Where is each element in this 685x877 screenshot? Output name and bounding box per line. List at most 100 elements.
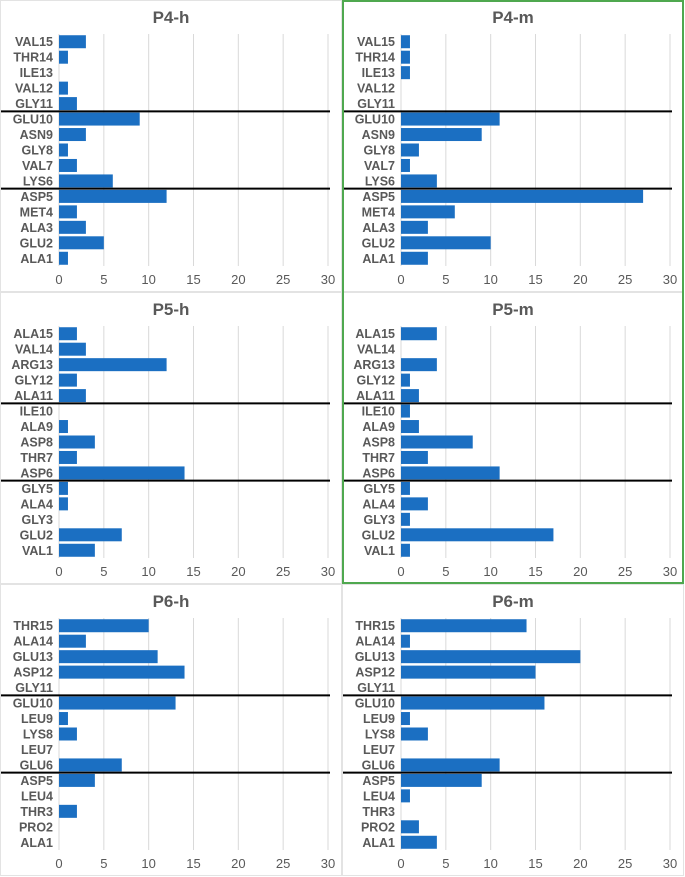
category-label: LEU4	[21, 789, 53, 803]
bar-gly8	[59, 143, 68, 157]
category-label: LEU7	[363, 743, 395, 757]
bar-ala14	[59, 634, 86, 648]
category-label: GLU2	[20, 236, 53, 250]
x-tick-label: 0	[397, 272, 404, 287]
x-tick-label: 15	[186, 856, 200, 871]
chart-title: P4-h	[153, 8, 190, 27]
category-label: THR7	[20, 451, 53, 465]
category-label: GLY5	[21, 482, 53, 496]
category-label: GLU2	[362, 236, 395, 250]
bar-glu13	[401, 650, 581, 664]
category-label: VAL15	[357, 35, 395, 49]
x-tick-label: 25	[618, 564, 632, 579]
bar-asp5	[59, 773, 95, 787]
category-label: VAL1	[364, 544, 395, 558]
bar-val7	[401, 158, 410, 172]
category-label: LEU4	[363, 789, 395, 803]
bar-ala11	[59, 389, 86, 403]
category-label: GLU10	[355, 113, 395, 127]
category-label: ARG13	[11, 358, 53, 372]
bar-glu2	[401, 528, 554, 542]
category-label: ILE10	[362, 405, 395, 419]
bar-glu10	[401, 112, 500, 126]
category-label: ALA15	[355, 327, 395, 341]
bar-glu10	[59, 112, 140, 126]
x-tick-label: 10	[141, 856, 155, 871]
category-label: ALA4	[20, 497, 53, 511]
bar-gly8	[401, 143, 419, 157]
x-tick-label: 5	[442, 564, 449, 579]
category-label: THR3	[20, 805, 53, 819]
category-label: ASP12	[355, 666, 395, 680]
bar-val12	[59, 81, 68, 95]
x-tick-label: 25	[276, 856, 290, 871]
bar-ala1	[401, 251, 428, 265]
category-label: VAL12	[15, 82, 53, 96]
category-label: LYS8	[23, 728, 53, 742]
bar-val1	[401, 543, 410, 557]
x-tick-label: 15	[528, 272, 542, 287]
x-tick-label: 0	[397, 564, 404, 579]
category-label: ASP5	[20, 190, 53, 204]
category-label: GLY11	[15, 97, 53, 111]
bar-glu2	[59, 528, 122, 542]
x-tick-label: 10	[483, 272, 497, 287]
bar-ala9	[59, 420, 68, 434]
category-label: GLU13	[355, 650, 395, 664]
bar-asn9	[59, 128, 86, 142]
x-tick-label: 10	[483, 856, 497, 871]
bar-leu4	[401, 789, 410, 803]
category-label: ILE13	[362, 66, 395, 80]
category-label: LEU9	[21, 712, 53, 726]
bar-glu2	[401, 236, 491, 250]
category-label: ASP5	[362, 774, 395, 788]
bar-val15	[59, 35, 86, 49]
bar-asp6	[401, 466, 500, 480]
category-label: PRO2	[19, 820, 53, 834]
chart-title: P5-m	[492, 300, 534, 319]
category-label: ASP6	[362, 466, 395, 480]
category-label: ALA1	[362, 252, 395, 266]
category-label: VAL7	[22, 159, 53, 173]
panel-border	[342, 584, 684, 876]
bar-glu2	[59, 236, 104, 250]
category-label: ASP12	[13, 666, 53, 680]
bar-ala14	[401, 634, 410, 648]
bar-lys8	[59, 727, 77, 741]
x-tick-label: 10	[141, 564, 155, 579]
category-label: ALA9	[20, 420, 53, 434]
panel-border	[0, 292, 342, 584]
category-label: GLY8	[363, 144, 395, 158]
bar-thr15	[59, 619, 149, 633]
bar-lys8	[401, 727, 428, 741]
category-label: THR14	[355, 51, 395, 65]
bar-ala4	[401, 497, 428, 511]
category-label: ASN9	[20, 128, 53, 142]
category-label: ILE10	[20, 405, 53, 419]
bar-asp5	[401, 773, 482, 787]
category-label: GLU6	[362, 758, 395, 772]
bar-ala3	[401, 220, 428, 234]
bar-gly11	[59, 97, 77, 111]
category-label: VAL14	[357, 343, 395, 357]
x-tick-label: 30	[663, 564, 677, 579]
bar-val15	[401, 35, 410, 49]
x-tick-label: 30	[321, 856, 335, 871]
category-label: ALA14	[13, 635, 53, 649]
category-label: VAL7	[364, 159, 395, 173]
bar-asp12	[59, 665, 185, 679]
category-label: VAL14	[15, 343, 53, 357]
x-tick-label: 10	[483, 564, 497, 579]
bar-glu6	[59, 758, 122, 772]
chart-title: P6-h	[153, 592, 190, 611]
bar-val14	[59, 342, 86, 356]
bar-gly5	[59, 481, 68, 495]
category-label: ALA9	[362, 420, 395, 434]
category-label: LEU9	[363, 712, 395, 726]
bar-ala15	[401, 327, 437, 341]
category-label: GLU2	[362, 528, 395, 542]
panel-border	[0, 584, 342, 876]
